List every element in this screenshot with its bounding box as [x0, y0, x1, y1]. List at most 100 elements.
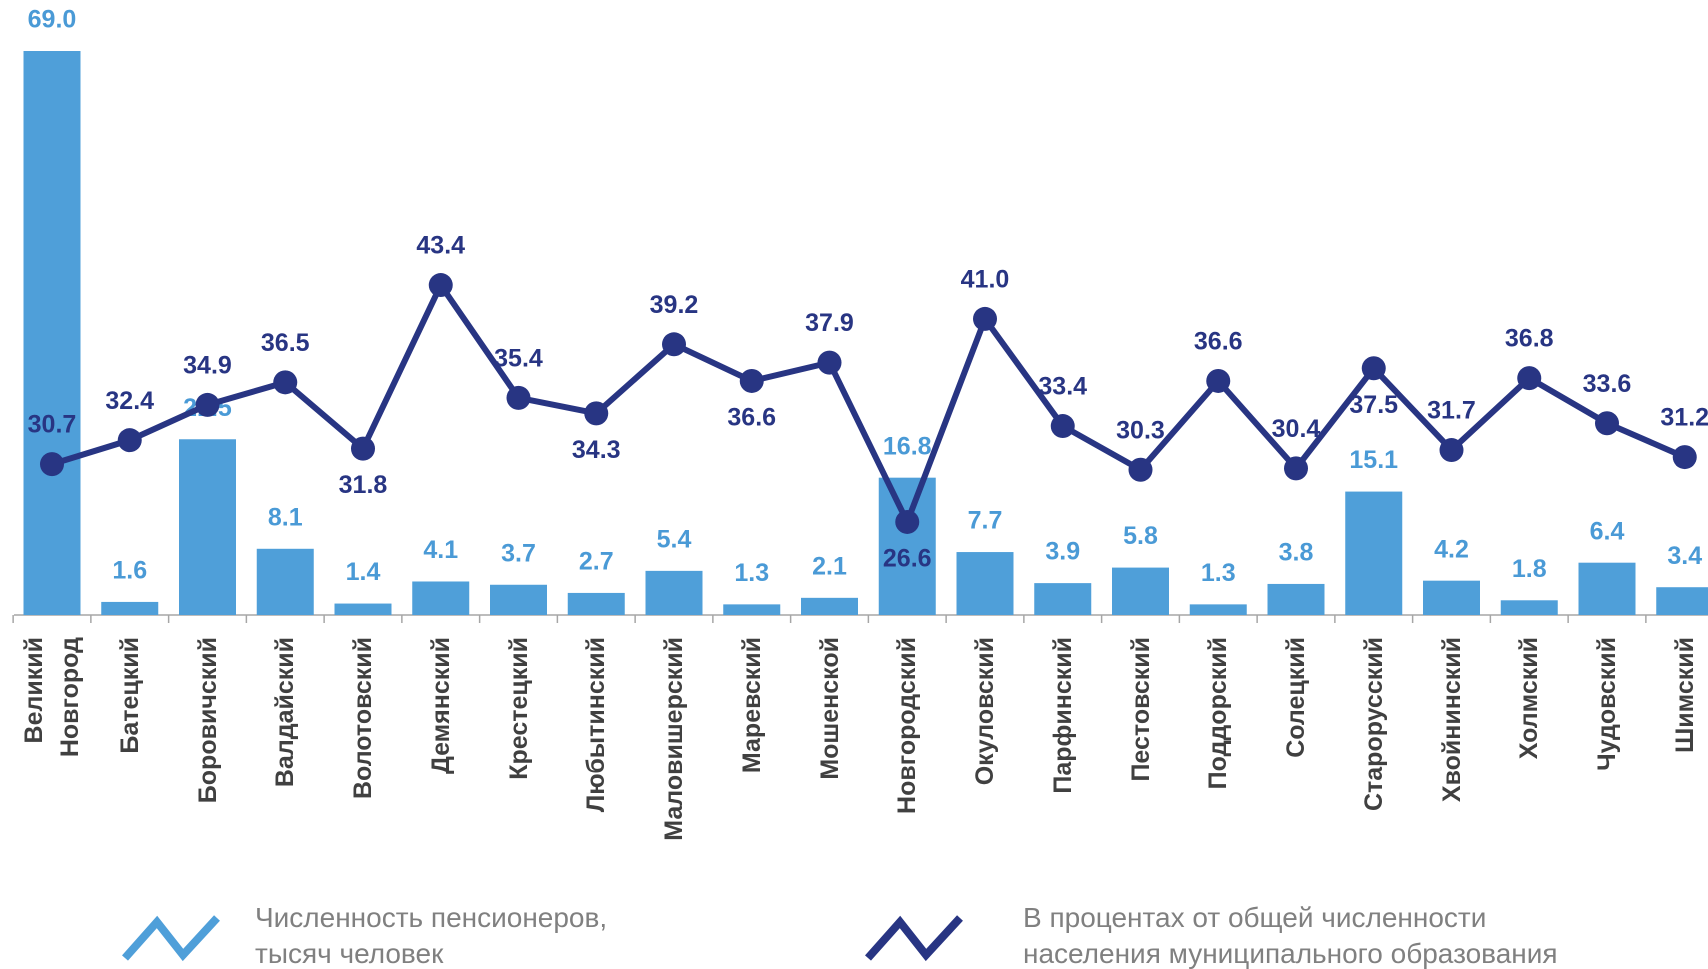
- x-tick-label: Холмский: [1515, 637, 1544, 760]
- line-value-label: 34.3: [572, 436, 621, 464]
- line-value-label: 32.4: [105, 387, 154, 415]
- line-value-label: 30.3: [1116, 416, 1165, 444]
- x-tick-label: Хвойнинский: [1437, 637, 1466, 803]
- bar: [101, 601, 159, 615]
- line-marker: [662, 332, 686, 357]
- bar: [23, 51, 81, 615]
- x-tick-label: Шимский: [1670, 637, 1699, 753]
- bar: [1112, 567, 1169, 615]
- x-tick-label: Новгородский: [893, 637, 922, 814]
- line-value-label: 31.7: [1427, 397, 1476, 425]
- line-value-label: 30.7: [28, 411, 77, 439]
- bar-value-label: 2.7: [579, 548, 614, 576]
- line-value-label: 34.9: [183, 352, 232, 380]
- line-value-label: 41.0: [961, 266, 1010, 294]
- line-value-label: 31.2: [1660, 404, 1708, 432]
- line-value-label: 26.6: [883, 545, 932, 573]
- bar: [1578, 562, 1636, 615]
- line-value-label: 36.6: [1194, 328, 1243, 356]
- line-marker: [1284, 456, 1308, 481]
- x-tick-label: Демянский: [426, 637, 455, 775]
- bar-value-label: 1.3: [1201, 559, 1236, 587]
- bar: [1423, 580, 1480, 615]
- line-marker: [817, 350, 842, 375]
- legend-label: В процентах от общей численности населен…: [1023, 902, 1558, 969]
- line-marker: [1517, 366, 1542, 391]
- line-marker: [428, 273, 453, 298]
- line-marker: [506, 385, 531, 410]
- line-marker: [895, 509, 920, 534]
- line-marker: [739, 368, 764, 393]
- line-value-label: 31.8: [339, 471, 388, 499]
- line-marker: [195, 392, 220, 417]
- line-marker: [40, 452, 64, 477]
- legend-icon: [122, 915, 220, 962]
- line-value-label: 33.6: [1583, 370, 1632, 398]
- bar: [1267, 583, 1325, 615]
- bar-value-label: 69.0: [28, 6, 77, 34]
- bar: [1656, 587, 1708, 615]
- bar-value-label: 3.4: [1667, 542, 1702, 570]
- bar: [801, 597, 858, 615]
- bar-value-label: 6.4: [1590, 517, 1625, 545]
- x-tick-label: Боровичский: [193, 637, 222, 804]
- bar-value-label: 1.8: [1512, 555, 1547, 583]
- bar-value-label: 1.3: [734, 559, 769, 587]
- bar: [1345, 491, 1403, 615]
- line-marker: [1050, 414, 1075, 439]
- line-value-label: 35.4: [494, 344, 543, 372]
- line-marker: [1672, 445, 1697, 470]
- line-marker: [1595, 411, 1619, 436]
- bar-value-label: 1.4: [346, 558, 381, 586]
- x-tick-label: Пестовский: [1126, 637, 1155, 782]
- x-tick-label: Окуловский: [971, 637, 999, 786]
- line-value-label: 43.4: [416, 232, 465, 260]
- bar: [490, 584, 547, 615]
- x-tick-label: Парфинский: [1048, 637, 1077, 794]
- bar: [412, 581, 470, 615]
- bar-value-label: 16.8: [883, 432, 932, 460]
- line-marker: [584, 401, 609, 426]
- bar: [1034, 583, 1092, 615]
- line-marker: [117, 428, 142, 453]
- x-tick-label: Великий Новгород: [20, 637, 84, 758]
- x-tick-label: Старорусский: [1359, 637, 1388, 812]
- x-tick-label: Валдайский: [271, 637, 300, 788]
- line-value-label: 37.5: [1349, 391, 1398, 419]
- line-marker: [1206, 368, 1231, 393]
- bar: [567, 592, 625, 615]
- x-tick-label: Крестецкий: [504, 637, 533, 780]
- line-value-label: 36.5: [261, 329, 310, 357]
- x-tick-label: Волотовский: [349, 637, 377, 799]
- bar-value-label: 7.7: [968, 507, 1003, 535]
- bar-value-label: 2.1: [812, 552, 847, 580]
- x-tick-label: Батецкий: [115, 637, 144, 754]
- x-tick-label: Любытинский: [582, 637, 611, 813]
- bar-value-label: 15.1: [1349, 446, 1398, 474]
- bar-value-label: 3.9: [1045, 538, 1080, 566]
- line-value-label: 37.9: [805, 309, 854, 337]
- bar: [334, 603, 392, 615]
- legend-label: Численность пенсионеров, тысяч человек: [255, 902, 608, 969]
- x-tick-label: Поддорский: [1204, 637, 1233, 790]
- bar: [723, 604, 781, 615]
- bar-value-label: 3.8: [1279, 539, 1314, 567]
- line-marker: [1128, 457, 1153, 482]
- line-marker: [351, 436, 375, 461]
- line-marker: [273, 370, 298, 395]
- line-value-label: 33.4: [1038, 373, 1087, 401]
- x-tick-label: Чудовский: [1593, 637, 1621, 771]
- bar: [645, 570, 703, 615]
- line-value-label: 30.4: [1272, 415, 1321, 443]
- bar: [179, 439, 236, 615]
- bar: [256, 548, 314, 615]
- bar-value-label: 5.8: [1123, 522, 1158, 550]
- bar-value-label: 8.1: [268, 503, 303, 531]
- x-tick-label: Мошенской: [815, 637, 844, 780]
- line-value-label: 39.2: [650, 291, 699, 319]
- bar-value-label: 4.1: [423, 536, 458, 564]
- bar: [1189, 604, 1247, 615]
- line-marker: [973, 306, 997, 331]
- line-value-label: 36.8: [1505, 325, 1554, 353]
